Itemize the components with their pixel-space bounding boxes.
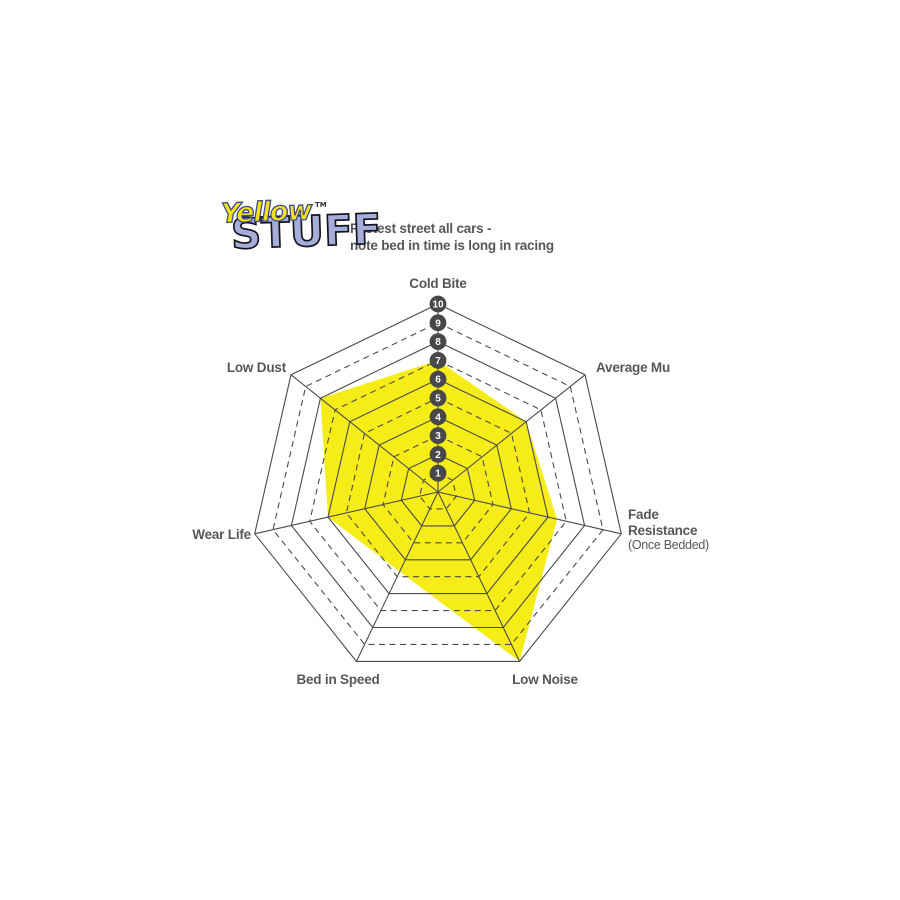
axis-label-bed-in-speed: Bed in Speed [296, 672, 380, 687]
scale-badge: 3 [429, 427, 447, 444]
grid-ring [400, 453, 476, 527]
axis-label-low-noise: Low Noise [512, 672, 578, 687]
logo-yellow-word: Yellow [220, 195, 313, 230]
grid-ring [419, 472, 457, 510]
scale-badge-number: 8 [435, 337, 441, 348]
axis-spoke [437, 374, 586, 493]
scale-badge-number: 9 [435, 318, 441, 329]
scale-badge: 7 [429, 352, 447, 369]
scale-badge: 4 [429, 408, 447, 426]
axis-label-wear-life: Wear Life [192, 527, 251, 542]
scale-badge: 2 [429, 446, 447, 463]
axis-spoke [290, 374, 439, 493]
grid-ring [254, 303, 622, 662]
axis-label-low-dust: Low Dust [226, 360, 286, 375]
chart-subtitle: Fastest street all cars - note bed in ti… [350, 220, 554, 254]
scale-badge: 9 [429, 314, 447, 332]
scale-badge-number: 1 [435, 469, 441, 480]
data-polygon [320, 360, 558, 662]
axis-spoke [437, 491, 622, 535]
grid-ring [364, 416, 512, 561]
scale-badge-number: 2 [435, 450, 441, 461]
scale-badge: 10 [429, 295, 447, 313]
scale-badge-number: 10 [432, 300, 444, 311]
trademark-symbol: TM [315, 201, 327, 209]
scale-badge: 5 [429, 389, 447, 407]
scale-badge: 1 [429, 464, 447, 482]
fade-resistance-main: Fade Resistance [628, 507, 698, 538]
fade-resistance-sublabel: (Once Bedded) [628, 538, 709, 552]
subtitle-line-2: note bed in time is long in racing [350, 238, 554, 253]
scale-badge: 6 [429, 370, 447, 388]
axis-spoke [254, 491, 439, 535]
grid-ring [327, 378, 549, 595]
axis-label-fade-resistance: Fade Resistance (Once Bedded) [628, 507, 716, 554]
scale-badge: 8 [429, 333, 447, 350]
grid-ring [290, 340, 586, 629]
subtitle-line-1: Fastest street all cars - [350, 221, 492, 236]
axis-spoke [437, 491, 521, 662]
grid-ring [382, 434, 494, 544]
scale-badge-number: 5 [435, 394, 441, 405]
scale-badge-number: 7 [435, 356, 441, 367]
scale-badge-number: 6 [435, 375, 441, 386]
axis-label-average-mu: Average Mu [596, 360, 671, 375]
grid-ring [272, 322, 604, 645]
grid-ring [309, 359, 567, 612]
axis-label-cold-bite: Cold Bite [409, 276, 467, 291]
axis-spoke [355, 491, 439, 662]
yellowstuff-logo: Yellow TM STUFF [205, 193, 383, 278]
scale-badge-number: 4 [435, 412, 441, 423]
grid-ring [345, 397, 531, 578]
scale-badge-number: 3 [435, 431, 441, 442]
